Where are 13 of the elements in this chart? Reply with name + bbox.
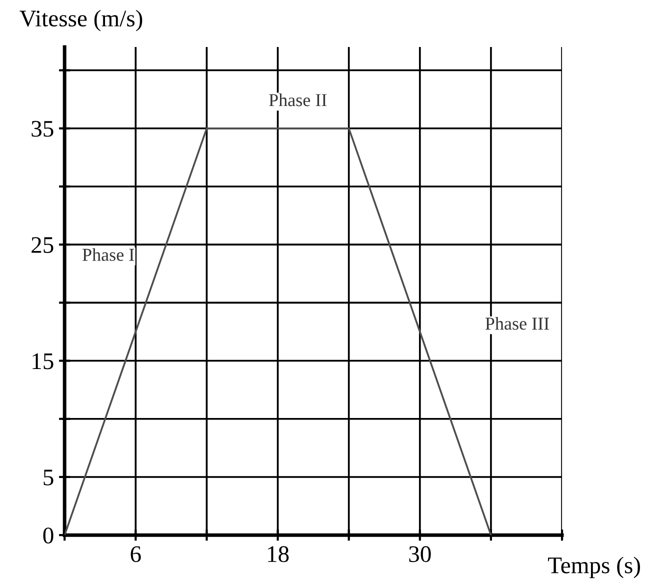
- y-tick-label: 15: [32, 353, 54, 370]
- annotation: Phase I: [82, 248, 134, 261]
- y-tick-label: 25: [32, 237, 54, 254]
- y-tick-label: 35: [32, 120, 54, 137]
- y-axis-title: Vitesse (m/s): [20, 10, 142, 32]
- annotation: Phase III: [485, 317, 549, 330]
- x-axis-title: Temps (s): [548, 556, 640, 578]
- y-tick-label: 5: [44, 470, 54, 486]
- x-tick-label: 30: [409, 546, 431, 562]
- y-tick-label: 0: [43, 528, 54, 544]
- x-tick-label: 18: [268, 546, 289, 562]
- x-tick-label: 6: [130, 546, 141, 562]
- annotation: Phase II: [269, 94, 327, 106]
